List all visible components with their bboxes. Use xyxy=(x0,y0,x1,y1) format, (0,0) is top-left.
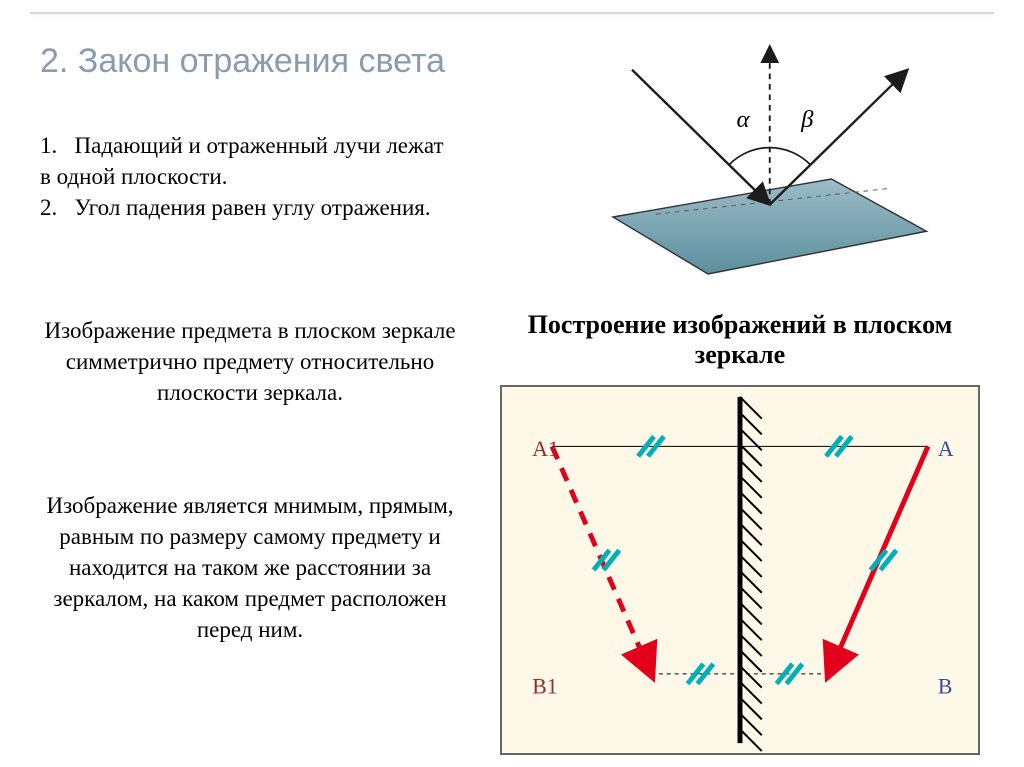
svg-text:β: β xyxy=(800,106,814,133)
law1-num: 1. xyxy=(40,133,57,158)
mirror-desc: Изображение предмета в плоском зеркале с… xyxy=(40,315,460,408)
law2-num: 2. xyxy=(40,195,57,220)
svg-text:α: α xyxy=(737,106,751,133)
laws-text: 1. Падающий и отраженный лучи лежат в од… xyxy=(40,130,460,223)
svg-text:B1: B1 xyxy=(532,675,557,699)
reflection-diagram: α β xyxy=(575,20,955,300)
mirror-subtitle: Построение изображений в плоском зеркале xyxy=(490,310,990,370)
svg-text:A: A xyxy=(938,437,954,461)
mirror-props: Изображение является мнимым, прямым, рав… xyxy=(40,490,460,645)
svg-text:A1: A1 xyxy=(532,437,559,461)
svg-text:B: B xyxy=(938,675,953,699)
page-title: 2. Закон отражения света xyxy=(40,42,445,81)
law1-text: Падающий и отраженный лучи лежат в одной… xyxy=(40,133,444,189)
top-divider xyxy=(30,12,994,14)
mirror-diagram: A A1 B B1 xyxy=(500,385,980,755)
law2-text: Угол падения равен углу отражения. xyxy=(75,195,431,220)
